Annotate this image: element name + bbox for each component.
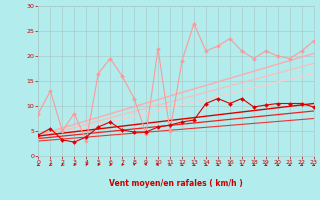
- X-axis label: Vent moyen/en rafales ( km/h ): Vent moyen/en rafales ( km/h ): [109, 179, 243, 188]
